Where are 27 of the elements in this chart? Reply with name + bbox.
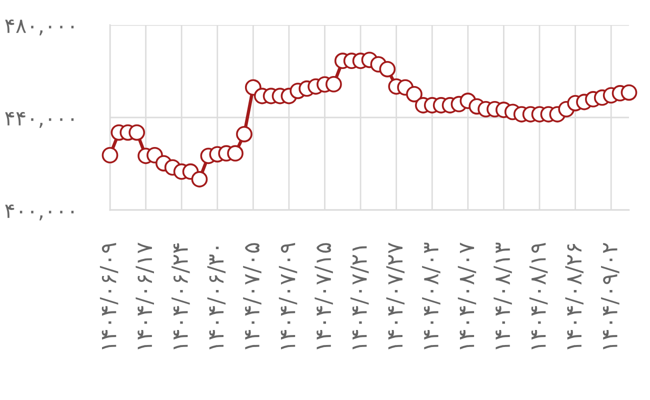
y-tick-label: ۴۸۰,۰۰۰ (5, 20, 74, 36)
x-tick-label: ۱۴۰۴/۰۸/۲۶ (565, 244, 584, 350)
point (128, 124, 146, 141)
point (227, 145, 244, 162)
x-tick-label: ۱۴۰۴/۰۸/۱۳ (494, 242, 512, 350)
y-tick-label: ۴۴۰,۰۰۰ (5, 112, 74, 128)
point (191, 171, 208, 188)
x-tick-label: ۱۴۰۴/۰۷/۲۱ (350, 246, 369, 350)
x-tick-label: ۱۴۰۴/۰۷/۱۵ (314, 243, 333, 350)
point (326, 76, 342, 92)
x-tick-label: ۱۴۰۴/۰۶/۰۹ (100, 242, 118, 350)
x-tick-label: ۱۴۰۴/۰۷/۲۷ (386, 242, 405, 350)
y-tick-label: ۴۰۰,۰۰۰ (5, 204, 74, 220)
x-tick-label: ۱۴۰۴/۰۸/۱۹ (529, 242, 548, 350)
x-tick-label: ۱۴۰۴/۰۶/۲۴ (172, 243, 190, 350)
point (620, 84, 638, 101)
point (379, 60, 396, 78)
x-tick-label: ۱۴۰۴/۰۶/۱۷ (136, 242, 154, 350)
point (102, 147, 118, 164)
x-tick-label: ۱۴۰۴/۰۷/۰۵ (243, 243, 262, 350)
x-tick-label: ۱۴۰۴/۰۷/۰۹ (278, 242, 298, 350)
x-tick-label: ۱۴۰۴/۰۹/۰۲ (601, 242, 620, 350)
point (406, 86, 422, 102)
x-tick-label: ۱۴۰۴/۰۸/۰۳ (422, 242, 440, 350)
x-tick-label: ۱۴۰۴/۰۸/۰۷ (458, 242, 476, 350)
x-tick-label: ۱۴۰۴/۰۶/۳۰ (207, 246, 226, 350)
point (236, 126, 252, 142)
